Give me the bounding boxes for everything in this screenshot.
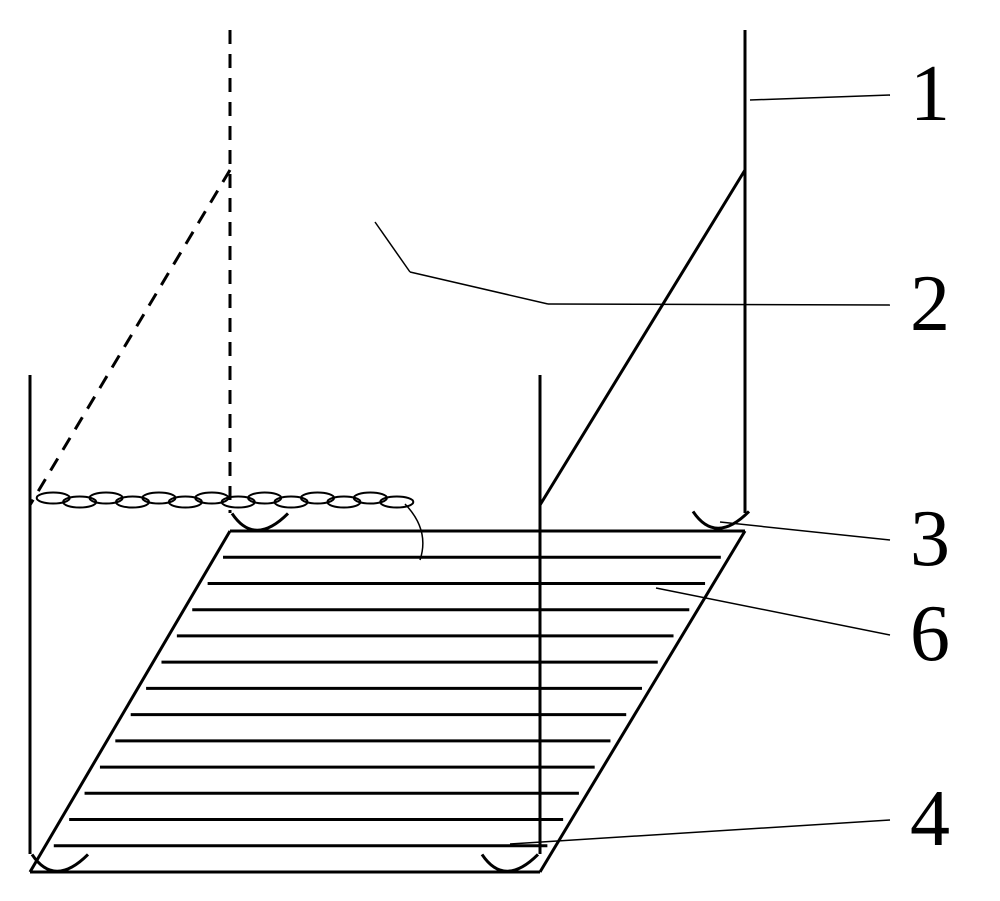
chain-link — [37, 493, 70, 504]
edge-diag-left — [30, 170, 230, 505]
chain-link — [222, 497, 255, 508]
leader-line — [375, 222, 410, 272]
leader-line — [410, 272, 548, 304]
corner-back-right — [693, 511, 749, 528]
chain-link — [275, 497, 308, 508]
callout-label: 6 — [910, 590, 950, 678]
chain-link — [169, 497, 202, 508]
chain-link — [380, 497, 413, 508]
chain-link — [327, 497, 360, 508]
leader-line — [548, 304, 890, 305]
leader-line — [720, 522, 890, 540]
chain-link — [142, 493, 175, 504]
callout-label: 3 — [910, 495, 950, 583]
chain-link — [116, 497, 149, 508]
corner-front-right — [482, 854, 538, 871]
leader-line — [750, 95, 890, 100]
leader-line — [510, 820, 890, 844]
chain-link — [195, 493, 228, 504]
chain-link — [354, 493, 387, 504]
chain-link — [63, 497, 96, 508]
chain-link — [248, 493, 281, 504]
chain-link — [90, 493, 123, 504]
callout-label: 2 — [910, 260, 950, 348]
chain-link — [301, 493, 334, 504]
corner-back-left — [232, 513, 288, 530]
callout-label: 1 — [910, 50, 950, 138]
callout-label: 4 — [910, 775, 950, 863]
edge-diag-right — [540, 170, 745, 505]
leader-line — [656, 588, 890, 635]
